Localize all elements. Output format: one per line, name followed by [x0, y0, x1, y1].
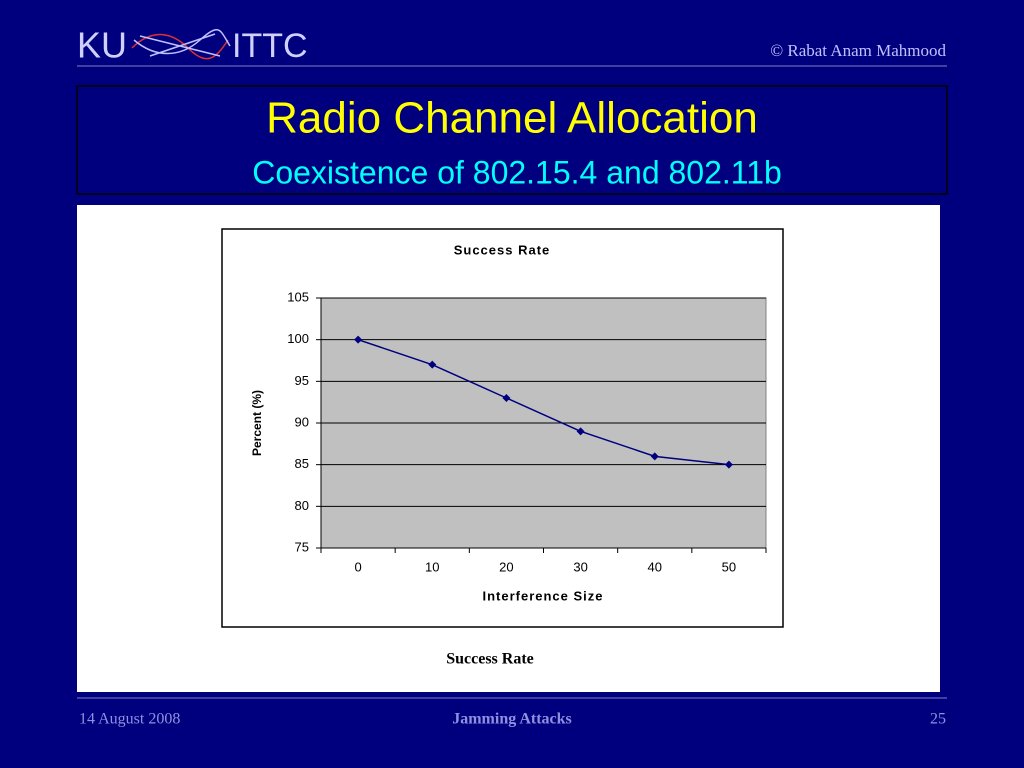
logo-mark: [131, 29, 231, 60]
page-number: 25: [930, 711, 946, 728]
slide-title: Radio Channel Allocation: [266, 94, 758, 143]
y-tick-label: 75: [295, 539, 309, 554]
data-line: [357, 338, 730, 466]
logo-ku: KU: [77, 25, 127, 66]
footer-title: Jamming Attacks: [452, 711, 572, 728]
x-tick-label: 10: [425, 559, 439, 574]
data-point: [576, 427, 585, 436]
x-axis-label: Interference Size: [482, 588, 603, 603]
logo-ittc: ITTC: [232, 27, 308, 65]
data-point: [724, 460, 733, 469]
x-tick-label: 40: [648, 559, 662, 574]
data-point: [650, 452, 659, 461]
x-tick-label: 0: [354, 559, 361, 574]
y-tick-label: 90: [295, 414, 309, 429]
y-tick-label: 85: [295, 456, 309, 471]
copyright: © Rabat Anam Mahmood: [770, 41, 946, 60]
x-tick-label: 20: [499, 559, 513, 574]
title-box: [76, 85, 948, 195]
x-tick-label: 50: [722, 559, 736, 574]
figure-caption: Success Rate: [446, 651, 534, 668]
y-tick-label: 80: [295, 498, 309, 513]
footer-date: 14 August 2008: [79, 711, 180, 728]
y-tick-label: 95: [295, 373, 309, 388]
data-point: [354, 335, 363, 344]
chart-title: Success Rate: [454, 242, 551, 257]
data-point: [428, 360, 437, 369]
y-tick-label: 100: [287, 331, 309, 346]
y-tick-label: 105: [287, 289, 309, 304]
data-point: [502, 394, 511, 402]
slide-subtitle: Coexistence of 802.15.4 and 802.11b: [252, 154, 782, 190]
y-axis-label: Percent (%): [250, 390, 264, 456]
x-tick-label: 30: [573, 559, 587, 574]
